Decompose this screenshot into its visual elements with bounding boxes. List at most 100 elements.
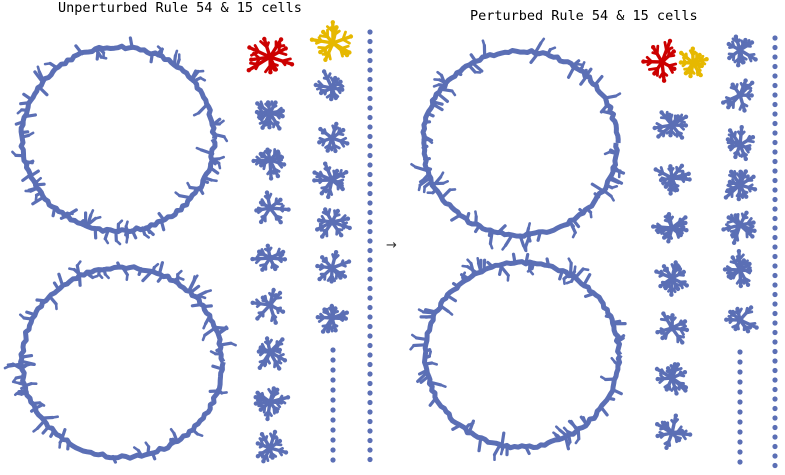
isolated-node: [772, 196, 778, 203]
isolated-node: [367, 390, 373, 396]
tree-component: [254, 100, 285, 131]
isolated-node: [330, 447, 336, 453]
isolated-node: [772, 377, 778, 383]
ring-component-bottom: [409, 252, 627, 462]
isolated-node: [772, 168, 778, 174]
isolated-node: [737, 379, 743, 385]
tree-component: [722, 249, 753, 289]
isolated-node: [737, 389, 743, 395]
isolated-node: [367, 67, 373, 73]
tree-component: [253, 386, 291, 422]
isolated-node: [367, 209, 373, 216]
left-panel-graph: [3, 20, 373, 464]
isolated-node: [367, 57, 373, 64]
isolated-node: [772, 244, 778, 250]
isolated-node: [772, 101, 778, 108]
tree-component: [653, 163, 692, 196]
isolated-node: [330, 377, 336, 383]
isolated-node: [367, 171, 373, 178]
tree-component: [721, 78, 755, 113]
isolated-node: [772, 73, 778, 79]
isolated-node: [772, 320, 778, 326]
isolated-node: [367, 181, 373, 187]
isolated-node: [737, 399, 743, 405]
tree-component: [725, 125, 756, 162]
isolated-node: [772, 253, 778, 260]
tree-component: [317, 121, 350, 154]
isolated-node: [367, 76, 373, 83]
tree-component: [724, 305, 759, 334]
isolated-column: [330, 347, 336, 463]
isolated-node: [367, 124, 373, 130]
isolated-node: [772, 263, 778, 269]
isolated-node: [367, 456, 373, 463]
isolated-node: [772, 301, 778, 307]
isolated-node: [772, 54, 778, 60]
isolated-node: [772, 225, 778, 231]
isolated-node: [772, 177, 778, 184]
ring-component-top: [410, 37, 626, 253]
isolated-node: [330, 427, 336, 433]
isolated-node: [737, 419, 743, 425]
isolated-node: [772, 339, 778, 345]
isolated-node: [367, 48, 373, 54]
isolated-node: [772, 453, 778, 459]
isolated-node: [367, 304, 373, 311]
tree-component: [315, 303, 349, 334]
tree-component: [313, 69, 345, 102]
isolated-node: [367, 190, 373, 197]
tree-component: [250, 243, 288, 272]
isolated-node: [772, 158, 778, 165]
left-panel-title: Unperturbed Rule 54 & 15 cells: [58, 0, 302, 16]
isolated-node: [737, 459, 743, 465]
isolated-node: [772, 396, 778, 402]
isolated-node: [772, 234, 778, 241]
second-cluster: [309, 20, 354, 62]
isolated-node: [367, 143, 373, 149]
isolated-node: [772, 415, 778, 421]
isolated-node: [772, 443, 778, 450]
isolated-node: [367, 114, 373, 121]
isolated-node: [772, 215, 778, 222]
isolated-node: [330, 417, 336, 423]
isolated-node: [330, 367, 336, 373]
isolated-node: [772, 329, 778, 336]
isolated-node: [367, 247, 373, 254]
isolated-node: [367, 238, 373, 244]
isolated-node: [367, 437, 373, 444]
tree-component: [652, 110, 689, 140]
isolated-node: [367, 409, 373, 415]
isolated-node: [367, 29, 373, 35]
tree-component: [315, 207, 352, 239]
isolated-node: [367, 314, 373, 320]
tree-component: [251, 147, 287, 181]
tree-component: [654, 260, 689, 297]
isolated-node: [330, 387, 336, 393]
isolated-node: [772, 434, 778, 440]
isolated-node: [367, 323, 373, 330]
right-panel-title: Perturbed Rule 54 & 15 cells: [470, 8, 698, 24]
isolated-node: [367, 219, 373, 225]
isolated-node: [367, 380, 373, 387]
isolated-node: [772, 149, 778, 155]
isolated-node: [367, 371, 373, 377]
isolated-node: [367, 295, 373, 301]
isolated-node: [772, 187, 778, 193]
isolated-node: [737, 349, 743, 355]
isolated-node: [367, 162, 373, 168]
isolated-node: [367, 152, 373, 159]
isolated-node: [367, 95, 373, 102]
isolated-node: [330, 347, 336, 353]
isolated-node: [772, 35, 778, 41]
isolated-node: [772, 386, 778, 393]
isolated-node: [330, 437, 336, 443]
isolated-node: [367, 133, 373, 140]
isolated-node: [330, 397, 336, 403]
isolated-node: [772, 206, 778, 212]
tree-component: [721, 210, 757, 245]
isolated-node: [367, 399, 373, 406]
isolated-node: [772, 348, 778, 355]
isolated-node: [772, 120, 778, 127]
isolated-node: [772, 424, 778, 431]
isolated-node: [367, 428, 373, 434]
